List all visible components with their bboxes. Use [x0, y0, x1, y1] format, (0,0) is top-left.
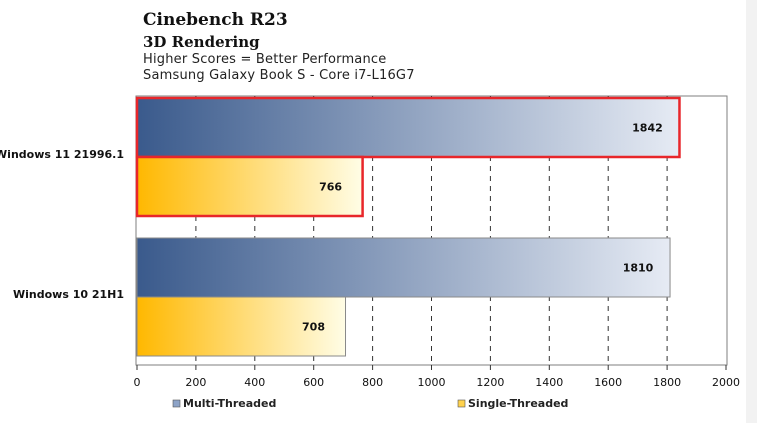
- bar-single-threaded: [136, 296, 347, 357]
- legend-label: Single-Threaded: [468, 397, 568, 410]
- bar-value-label: 766: [319, 181, 342, 194]
- x-tick-label: 1400: [535, 376, 563, 389]
- chart-note-device: Samsung Galaxy Book S - Core i7-L16G7: [143, 68, 415, 83]
- bar-multi-threaded: [136, 237, 671, 298]
- bar-value-label: 1842: [632, 122, 663, 135]
- category-label: Windows 11 21996.1: [0, 148, 124, 161]
- legend-swatch: [457, 399, 466, 408]
- x-tick-label: 2000: [712, 376, 740, 389]
- x-tick-label: 1000: [418, 376, 446, 389]
- category-label: Windows 10 21H1: [13, 288, 124, 301]
- legend-label: Multi-Threaded: [183, 397, 276, 410]
- x-tick-label: 800: [362, 376, 383, 389]
- legend-swatch: [172, 399, 181, 408]
- bar-value-label: 1810: [623, 262, 654, 275]
- bar-single-threaded: [135, 155, 364, 218]
- chart-note-higher-better: Higher Scores = Better Performance: [143, 52, 387, 67]
- x-tick-label: 600: [303, 376, 324, 389]
- x-tick-label: 0: [134, 376, 141, 389]
- x-tick-label: 1600: [594, 376, 622, 389]
- x-tick-label: 200: [185, 376, 206, 389]
- x-tick-label: 1800: [653, 376, 681, 389]
- chart-subtitle: 3D Rendering: [143, 33, 260, 51]
- page-side-strip: [746, 0, 757, 423]
- chart-title: Cinebench R23: [143, 10, 288, 30]
- bar-value-label: 708: [302, 321, 325, 334]
- bar-multi-threaded: [135, 96, 681, 159]
- x-tick-label: 1200: [476, 376, 504, 389]
- x-tick-label: 400: [244, 376, 265, 389]
